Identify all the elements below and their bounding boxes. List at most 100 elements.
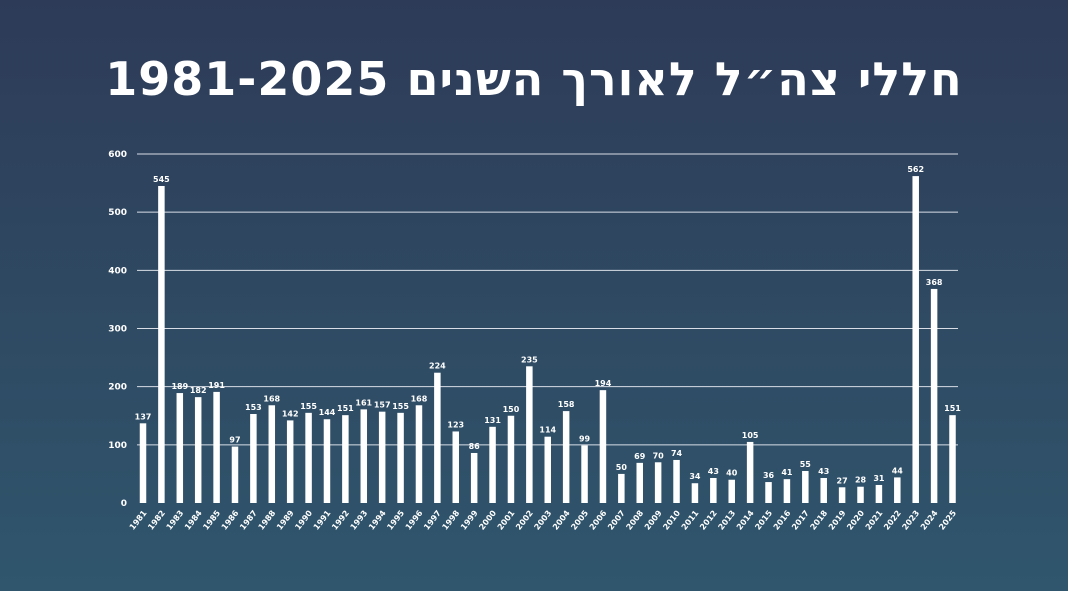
y-tick-label: 300 [108,325,127,335]
bar [268,405,276,503]
y-tick-label: 600 [108,150,127,160]
value-label: 368 [926,278,943,287]
value-label: 168 [263,394,280,403]
x-tick-label: 1981 [128,508,149,531]
x-tick-label: 2008 [625,508,646,531]
x-tick-label: 2010 [661,508,682,531]
x-tick-label: 2001 [496,508,517,531]
x-tick-label: 1985 [201,508,222,531]
bar [654,462,662,503]
value-label: 224 [429,362,446,371]
bar [305,412,312,503]
bar [912,176,919,503]
value-label: 155 [300,402,317,411]
bar [489,426,496,503]
x-tick-label: 1986 [220,508,241,531]
y-axis-ticks: 0 100 200 300 400 500 600 [108,150,127,509]
bar [894,477,901,503]
value-label: 55 [800,460,812,469]
value-label: 157 [374,401,391,410]
bar [599,390,607,503]
value-label: 194 [595,379,612,388]
bar [397,412,404,503]
value-label: 545 [153,175,170,184]
x-tick-label: 2016 [772,508,793,531]
value-label: 50 [616,463,628,472]
value-label: 70 [653,451,665,460]
x-tick-label: 2007 [606,509,627,532]
bar [618,473,625,503]
bar [802,471,809,503]
x-tick-label: 2025 [937,508,958,531]
bar [415,405,423,503]
x-tick-label: 1984 [183,508,204,531]
bar [581,445,588,503]
bar [636,462,643,503]
x-tick-label: 2024 [919,508,940,531]
y-tick-label: 500 [108,208,127,218]
x-tick-label: 1997 [422,509,443,532]
value-label: 34 [689,472,701,481]
x-tick-label: 1992 [330,509,351,532]
value-label: 43 [818,467,829,476]
bar [765,482,772,503]
value-label: 86 [469,442,481,451]
value-label: 155 [392,402,409,411]
bar [158,185,165,503]
chart-title: חללי צה״ל לאורך השנים 1981-2025 [105,52,963,106]
value-label: 40 [726,469,738,478]
value-label: 161 [355,398,372,407]
bar [949,415,956,503]
value-label: 182 [190,386,207,395]
bar [360,409,368,503]
y-tick-label: 200 [108,383,127,393]
x-tick-label: 2003 [533,509,554,532]
y-tick-label: 100 [108,441,127,451]
x-tick-label: 1994 [367,508,388,531]
bar [875,484,883,503]
x-tick-label: 2005 [569,508,590,531]
bar [544,436,551,503]
value-label: 144 [319,408,336,417]
y-tick-label: 0 [121,499,127,509]
x-tick-label: 1988 [257,508,278,531]
bar [231,446,239,503]
x-tick-label: 1993 [349,509,370,532]
bar [452,431,460,503]
value-label: 43 [708,467,719,476]
x-tick-label: 1983 [165,509,186,532]
x-tick-label: 2009 [643,508,664,531]
x-tick-label: 2006 [588,508,609,531]
value-label: 189 [171,382,188,391]
x-tick-label: 2011 [680,508,701,531]
bar [857,486,864,503]
x-axis-labels: 1981198219831984198519861987198819891990… [128,508,959,531]
value-label: 150 [503,405,520,414]
x-tick-label: 2018 [808,508,829,531]
y-tick-label: 400 [108,266,127,276]
x-tick-label: 2000 [477,508,498,531]
value-label: 74 [671,449,683,458]
bar [526,366,533,503]
bar [250,414,257,503]
x-tick-label: 2021 [864,508,885,531]
bar [838,487,846,503]
bars [139,176,956,503]
x-tick-label: 2017 [790,509,811,532]
bar [470,452,478,503]
bar [691,483,699,503]
value-label: 69 [634,452,646,461]
bar [673,459,680,503]
bar [746,441,754,503]
x-tick-label: 2013 [717,509,738,532]
value-label: 151 [337,404,354,413]
bar [507,415,515,503]
value-label: 131 [484,416,501,425]
value-label: 191 [208,381,225,390]
value-label: 168 [411,394,428,403]
value-label: 123 [447,420,464,429]
bar [194,397,202,503]
x-tick-label: 1989 [275,508,296,531]
bar [728,479,735,503]
value-label: 28 [855,476,867,485]
